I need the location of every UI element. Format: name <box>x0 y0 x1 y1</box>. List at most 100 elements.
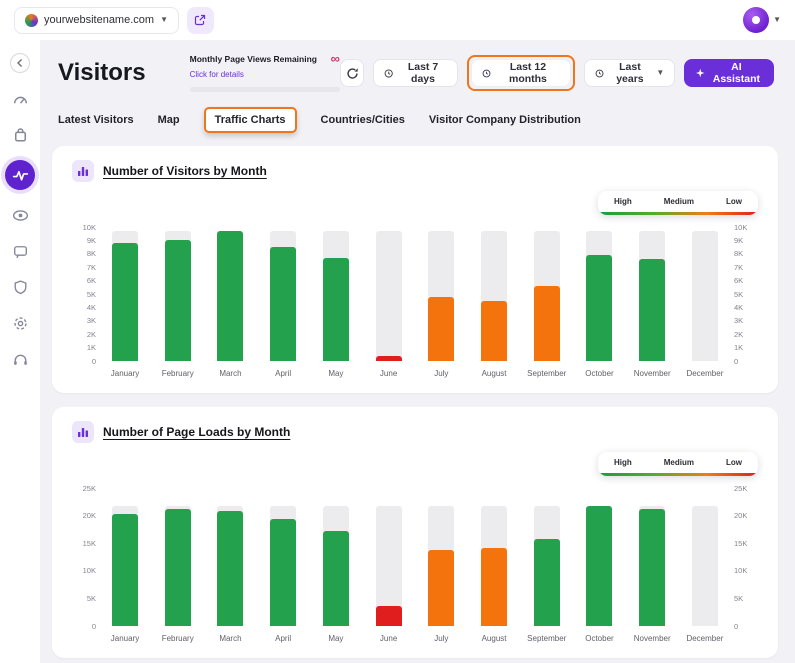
bar-slot-december[interactable]: December <box>686 488 723 643</box>
last-7-days-button[interactable]: Last 7 days <box>373 59 459 87</box>
bar-slot-april[interactable]: April <box>270 227 297 378</box>
bar-value[interactable] <box>639 508 666 626</box>
avatar[interactable] <box>743 7 770 33</box>
bar-value[interactable] <box>586 255 613 361</box>
bar-slot-january[interactable]: January <box>111 488 139 643</box>
sidebar-item-settings[interactable] <box>5 308 35 338</box>
sidebar-item-dashboard[interactable] <box>5 84 35 114</box>
sidebar-item-visitors[interactable] <box>5 160 35 190</box>
bar-value[interactable] <box>164 240 191 361</box>
bar-slot-april[interactable]: April <box>270 488 297 643</box>
bar-value[interactable] <box>375 355 402 361</box>
account-menu[interactable]: ▼ <box>743 7 781 33</box>
sidebar-item-collapse[interactable] <box>5 48 35 78</box>
bar-slot-august[interactable]: August <box>481 227 508 378</box>
bar-value[interactable] <box>428 550 455 626</box>
y-tick-label: 10K <box>82 222 96 232</box>
bar-slot-january[interactable]: January <box>111 227 139 378</box>
chart-title: Number of Page Loads by Month <box>103 425 291 439</box>
bar-slot-august[interactable]: August <box>481 488 508 643</box>
external-link-icon <box>195 14 206 26</box>
bar-slot-october[interactable]: October <box>585 227 614 378</box>
bar-slot-december[interactable]: December <box>686 227 723 378</box>
last-years-button[interactable]: Last years ▼ <box>583 59 676 87</box>
bar-value[interactable] <box>322 531 349 626</box>
tab-latest-visitors[interactable]: Latest Visitors <box>58 114 134 126</box>
bar-slot-october[interactable]: October <box>585 488 614 643</box>
last-12-months-button[interactable]: Last 12 months <box>471 59 571 87</box>
month-label: January <box>110 369 140 378</box>
site-logo-icon <box>25 13 38 27</box>
bar-slot-february[interactable]: February <box>162 488 194 643</box>
month-label: November <box>633 369 671 378</box>
bar-value[interactable] <box>270 247 297 361</box>
sidebar-item-privacy[interactable] <box>5 272 35 302</box>
bar-value[interactable] <box>586 505 613 626</box>
ai-assistant-button[interactable]: AI Assistant <box>684 59 774 87</box>
tab-map[interactable]: Map <box>157 114 180 126</box>
open-website-button[interactable] <box>186 6 214 34</box>
bar-chart-icon <box>72 421 94 443</box>
month-label: September <box>527 369 567 378</box>
bar-value[interactable] <box>533 539 560 626</box>
month-label: April <box>275 369 292 378</box>
bar-slot-march[interactable]: March <box>217 488 244 643</box>
bar-track <box>691 505 718 626</box>
sidebar-item-behavior[interactable] <box>5 200 35 230</box>
sidebar-item-support[interactable] <box>5 344 35 374</box>
sidebar-item-ecommerce[interactable] <box>5 120 35 150</box>
bar-value[interactable] <box>533 285 560 361</box>
bar-slot-march[interactable]: March <box>217 227 244 378</box>
bar-value[interactable] <box>217 231 244 361</box>
tab-visitor-company-distribution[interactable]: Visitor Company Distribution <box>428 114 581 126</box>
quota-details-link[interactable]: Click for details <box>189 70 244 79</box>
tab-traffic-charts[interactable]: Traffic Charts <box>203 107 297 133</box>
y-tick-label: 5K <box>734 289 744 299</box>
bar-value[interactable] <box>270 518 297 626</box>
bar-slot-november[interactable]: November <box>634 488 671 643</box>
y-tick-label: 4K <box>734 302 744 312</box>
y-tick-label: 8K <box>734 249 744 259</box>
bar-value[interactable] <box>112 513 138 626</box>
bar-slot-july[interactable]: July <box>428 227 455 378</box>
bar-slot-september[interactable]: September <box>527 488 566 643</box>
legend-high-label: High <box>613 197 632 206</box>
bar-value[interactable] <box>112 243 138 361</box>
month-label: February <box>161 369 194 378</box>
bar-slot-may[interactable]: May <box>322 227 349 378</box>
bar-value[interactable] <box>217 511 244 626</box>
bar-value[interactable] <box>639 259 666 361</box>
sidebar-item-communication[interactable] <box>5 236 35 266</box>
bar-slot-june[interactable]: June <box>375 488 402 643</box>
bar-slot-february[interactable]: February <box>162 227 194 378</box>
page-header: Visitors Monthly Page Views Remaining ∞ … <box>52 50 778 92</box>
bar-slot-november[interactable]: November <box>634 227 671 378</box>
bar-slot-july[interactable]: July <box>428 488 455 643</box>
bar-slot-june[interactable]: June <box>375 227 402 378</box>
legend-gradient-bar <box>598 473 758 476</box>
sidebar <box>0 40 40 663</box>
quota-progress-bar <box>189 87 340 92</box>
y-axis-right: 0 5K 10K 15K 20K 25K <box>728 484 760 629</box>
refresh-button[interactable] <box>339 59 365 87</box>
website-selector[interactable]: yourwebsitename.com ▼ <box>14 6 179 34</box>
y-tick-label: 5K <box>734 593 744 603</box>
page-title: Visitors <box>58 59 146 86</box>
legend-medium-label: Medium <box>663 458 694 467</box>
bar-value[interactable] <box>481 300 508 361</box>
bar-value[interactable] <box>322 257 349 361</box>
y-tick-label: 10K <box>82 566 96 576</box>
bar-value[interactable] <box>375 605 402 626</box>
bar-slot-may[interactable]: May <box>322 488 349 643</box>
page-loads-bar-chart: 0 5K 10K 15K 20K 25K January February March Apri… <box>68 484 762 652</box>
tab-countries-cities[interactable]: Countries/Cities <box>320 114 405 126</box>
month-label: April <box>275 634 292 643</box>
y-tick-label: 6K <box>86 275 96 285</box>
bar-value[interactable] <box>164 508 191 626</box>
bar-slot-september[interactable]: September <box>527 227 566 378</box>
month-label: May <box>328 369 344 378</box>
bars: January February March April May June July Augu… <box>102 488 728 643</box>
bar-value[interactable] <box>428 296 455 361</box>
month-label: June <box>379 634 398 643</box>
bar-value[interactable] <box>481 547 508 626</box>
